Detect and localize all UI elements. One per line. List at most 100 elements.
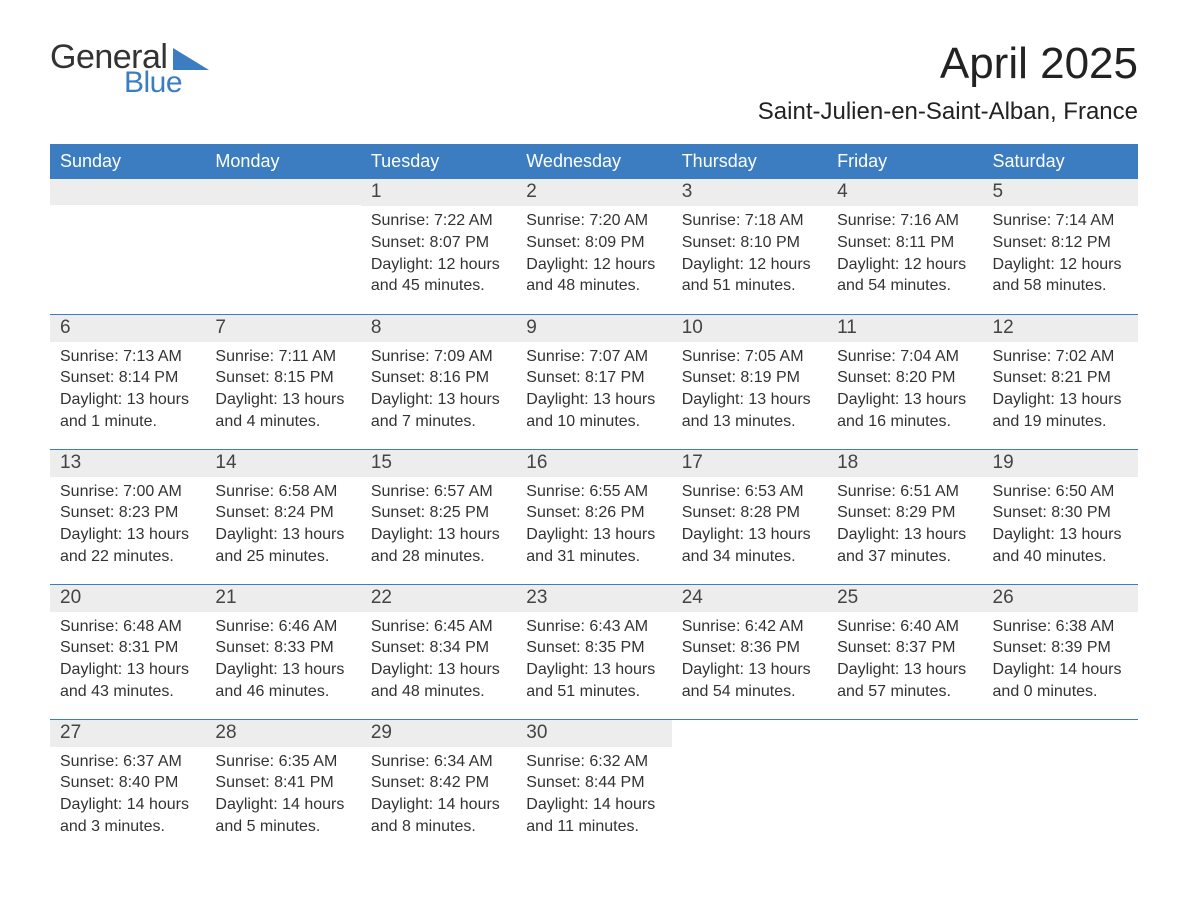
day-cell: 27Sunrise: 6:37 AMSunset: 8:40 PMDayligh… bbox=[50, 719, 205, 854]
day-number: 16 bbox=[516, 450, 671, 477]
sunset-text: Sunset: 8:14 PM bbox=[60, 367, 195, 389]
day-number: 9 bbox=[516, 315, 671, 342]
sunrise-text: Sunrise: 7:05 AM bbox=[682, 346, 817, 368]
day-details: Sunrise: 7:00 AMSunset: 8:23 PMDaylight:… bbox=[50, 477, 205, 575]
day-cell: 3Sunrise: 7:18 AMSunset: 8:10 PMDaylight… bbox=[672, 179, 827, 314]
day-cell bbox=[983, 719, 1138, 854]
daylight-text: Daylight: 13 hours and 31 minutes. bbox=[526, 524, 661, 567]
daylight-text: Daylight: 13 hours and 22 minutes. bbox=[60, 524, 195, 567]
daylight-text: Daylight: 13 hours and 37 minutes. bbox=[837, 524, 972, 567]
daylight-text: Daylight: 13 hours and 57 minutes. bbox=[837, 659, 972, 702]
daylight-text: Daylight: 13 hours and 51 minutes. bbox=[526, 659, 661, 702]
day-cell: 9Sunrise: 7:07 AMSunset: 8:17 PMDaylight… bbox=[516, 314, 671, 449]
week-row: 1Sunrise: 7:22 AMSunset: 8:07 PMDaylight… bbox=[50, 179, 1138, 314]
sunset-text: Sunset: 8:19 PM bbox=[682, 367, 817, 389]
sunset-text: Sunset: 8:40 PM bbox=[60, 772, 195, 794]
day-cell: 28Sunrise: 6:35 AMSunset: 8:41 PMDayligh… bbox=[205, 719, 360, 854]
day-details: Sunrise: 7:20 AMSunset: 8:09 PMDaylight:… bbox=[516, 206, 671, 304]
empty-day-bar bbox=[50, 179, 205, 205]
day-number: 24 bbox=[672, 585, 827, 612]
day-number: 7 bbox=[205, 315, 360, 342]
daylight-text: Daylight: 14 hours and 11 minutes. bbox=[526, 794, 661, 837]
day-number: 12 bbox=[983, 315, 1138, 342]
day-number: 15 bbox=[361, 450, 516, 477]
day-details: Sunrise: 6:42 AMSunset: 8:36 PMDaylight:… bbox=[672, 612, 827, 710]
day-number: 3 bbox=[672, 179, 827, 206]
daylight-text: Daylight: 13 hours and 54 minutes. bbox=[682, 659, 817, 702]
day-details: Sunrise: 6:57 AMSunset: 8:25 PMDaylight:… bbox=[361, 477, 516, 575]
day-cell: 2Sunrise: 7:20 AMSunset: 8:09 PMDaylight… bbox=[516, 179, 671, 314]
day-details: Sunrise: 6:37 AMSunset: 8:40 PMDaylight:… bbox=[50, 747, 205, 845]
day-cell: 30Sunrise: 6:32 AMSunset: 8:44 PMDayligh… bbox=[516, 719, 671, 854]
day-number: 26 bbox=[983, 585, 1138, 612]
day-cell: 24Sunrise: 6:42 AMSunset: 8:36 PMDayligh… bbox=[672, 584, 827, 719]
daylight-text: Daylight: 13 hours and 1 minute. bbox=[60, 389, 195, 432]
sunset-text: Sunset: 8:30 PM bbox=[993, 502, 1128, 524]
day-cell: 17Sunrise: 6:53 AMSunset: 8:28 PMDayligh… bbox=[672, 449, 827, 584]
day-cell bbox=[205, 179, 360, 314]
day-header: Thursday bbox=[672, 144, 827, 179]
sunrise-text: Sunrise: 6:53 AM bbox=[682, 481, 817, 503]
daylight-text: Daylight: 13 hours and 46 minutes. bbox=[215, 659, 350, 702]
day-details: Sunrise: 7:18 AMSunset: 8:10 PMDaylight:… bbox=[672, 206, 827, 304]
day-cell bbox=[50, 179, 205, 314]
day-cell: 22Sunrise: 6:45 AMSunset: 8:34 PMDayligh… bbox=[361, 584, 516, 719]
daylight-text: Daylight: 12 hours and 54 minutes. bbox=[837, 254, 972, 297]
day-details: Sunrise: 6:34 AMSunset: 8:42 PMDaylight:… bbox=[361, 747, 516, 845]
day-cell: 25Sunrise: 6:40 AMSunset: 8:37 PMDayligh… bbox=[827, 584, 982, 719]
day-header: Wednesday bbox=[516, 144, 671, 179]
day-number: 13 bbox=[50, 450, 205, 477]
day-cell: 20Sunrise: 6:48 AMSunset: 8:31 PMDayligh… bbox=[50, 584, 205, 719]
sunrise-text: Sunrise: 6:34 AM bbox=[371, 751, 506, 773]
daylight-text: Daylight: 13 hours and 48 minutes. bbox=[371, 659, 506, 702]
sunrise-text: Sunrise: 7:00 AM bbox=[60, 481, 195, 503]
day-number: 28 bbox=[205, 720, 360, 747]
sunset-text: Sunset: 8:35 PM bbox=[526, 637, 661, 659]
sunset-text: Sunset: 8:24 PM bbox=[215, 502, 350, 524]
day-header: Sunday bbox=[50, 144, 205, 179]
sunset-text: Sunset: 8:09 PM bbox=[526, 232, 661, 254]
day-number: 22 bbox=[361, 585, 516, 612]
day-number: 17 bbox=[672, 450, 827, 477]
sunrise-text: Sunrise: 6:46 AM bbox=[215, 616, 350, 638]
week-row: 6Sunrise: 7:13 AMSunset: 8:14 PMDaylight… bbox=[50, 314, 1138, 449]
sunrise-text: Sunrise: 7:07 AM bbox=[526, 346, 661, 368]
brand-word2: Blue bbox=[124, 68, 209, 98]
sunset-text: Sunset: 8:21 PM bbox=[993, 367, 1128, 389]
day-number: 2 bbox=[516, 179, 671, 206]
day-number: 25 bbox=[827, 585, 982, 612]
day-details: Sunrise: 6:35 AMSunset: 8:41 PMDaylight:… bbox=[205, 747, 360, 845]
sunrise-text: Sunrise: 7:11 AM bbox=[215, 346, 350, 368]
sunset-text: Sunset: 8:11 PM bbox=[837, 232, 972, 254]
day-cell: 8Sunrise: 7:09 AMSunset: 8:16 PMDaylight… bbox=[361, 314, 516, 449]
empty-day-bar bbox=[205, 179, 360, 205]
day-cell: 7Sunrise: 7:11 AMSunset: 8:15 PMDaylight… bbox=[205, 314, 360, 449]
day-number: 30 bbox=[516, 720, 671, 747]
day-number: 6 bbox=[50, 315, 205, 342]
sunrise-text: Sunrise: 7:22 AM bbox=[371, 210, 506, 232]
day-details: Sunrise: 6:32 AMSunset: 8:44 PMDaylight:… bbox=[516, 747, 671, 845]
sunrise-text: Sunrise: 6:37 AM bbox=[60, 751, 195, 773]
day-details: Sunrise: 7:07 AMSunset: 8:17 PMDaylight:… bbox=[516, 342, 671, 440]
daylight-text: Daylight: 14 hours and 0 minutes. bbox=[993, 659, 1128, 702]
week-row: 27Sunrise: 6:37 AMSunset: 8:40 PMDayligh… bbox=[50, 719, 1138, 854]
day-details: Sunrise: 6:43 AMSunset: 8:35 PMDaylight:… bbox=[516, 612, 671, 710]
sunset-text: Sunset: 8:44 PM bbox=[526, 772, 661, 794]
sunrise-text: Sunrise: 6:48 AM bbox=[60, 616, 195, 638]
sunrise-text: Sunrise: 6:35 AM bbox=[215, 751, 350, 773]
day-cell: 29Sunrise: 6:34 AMSunset: 8:42 PMDayligh… bbox=[361, 719, 516, 854]
sunset-text: Sunset: 8:25 PM bbox=[371, 502, 506, 524]
sunset-text: Sunset: 8:36 PM bbox=[682, 637, 817, 659]
day-header: Saturday bbox=[983, 144, 1138, 179]
daylight-text: Daylight: 13 hours and 25 minutes. bbox=[215, 524, 350, 567]
day-cell: 12Sunrise: 7:02 AMSunset: 8:21 PMDayligh… bbox=[983, 314, 1138, 449]
sunrise-text: Sunrise: 7:04 AM bbox=[837, 346, 972, 368]
sunset-text: Sunset: 8:41 PM bbox=[215, 772, 350, 794]
day-details: Sunrise: 6:48 AMSunset: 8:31 PMDaylight:… bbox=[50, 612, 205, 710]
day-cell: 23Sunrise: 6:43 AMSunset: 8:35 PMDayligh… bbox=[516, 584, 671, 719]
daylight-text: Daylight: 13 hours and 10 minutes. bbox=[526, 389, 661, 432]
day-cell: 10Sunrise: 7:05 AMSunset: 8:19 PMDayligh… bbox=[672, 314, 827, 449]
day-number: 23 bbox=[516, 585, 671, 612]
day-cell: 6Sunrise: 7:13 AMSunset: 8:14 PMDaylight… bbox=[50, 314, 205, 449]
daylight-text: Daylight: 14 hours and 3 minutes. bbox=[60, 794, 195, 837]
